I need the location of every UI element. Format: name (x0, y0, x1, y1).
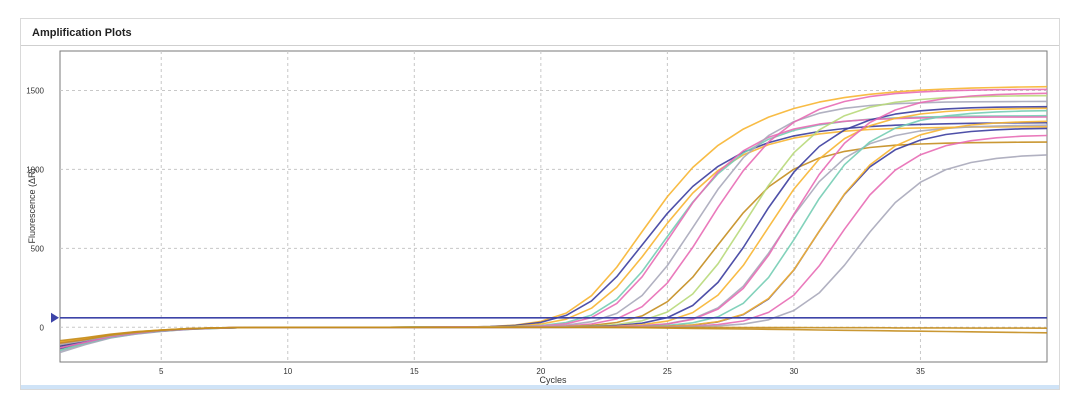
x-tick-label: 15 (410, 367, 419, 376)
y-tick-label: 1500 (26, 86, 44, 95)
x-tick-label: 35 (916, 367, 925, 376)
x-tick-label: 5 (159, 367, 164, 376)
x-tick-label: 25 (663, 367, 672, 376)
y-tick-label: 1000 (26, 165, 44, 174)
threshold-handle-icon[interactable] (51, 312, 59, 323)
y-tick-label: 500 (31, 244, 45, 253)
amplification-curve-20 (60, 326, 1047, 342)
x-tick-label: 20 (536, 367, 545, 376)
panel-title: Amplification Plots (32, 27, 132, 39)
plot-area (59, 50, 1048, 363)
x-tick-label: 30 (789, 367, 798, 376)
x-axis-ticks: 5 10 15 20 25 30 35 (159, 367, 925, 376)
threshold-layer (51, 312, 1047, 323)
y-axis-ticks: 0 500 1000 1500 (26, 86, 44, 332)
x-tick-label: 10 (283, 367, 292, 376)
x-axis-label: Cycles (539, 375, 567, 385)
y-axis-label: Fluorescence (ΔR) (27, 168, 37, 243)
panel-footer-bar (21, 385, 1059, 389)
y-tick-label: 0 (40, 323, 45, 332)
panel-header: Amplification Plots (21, 19, 1059, 46)
